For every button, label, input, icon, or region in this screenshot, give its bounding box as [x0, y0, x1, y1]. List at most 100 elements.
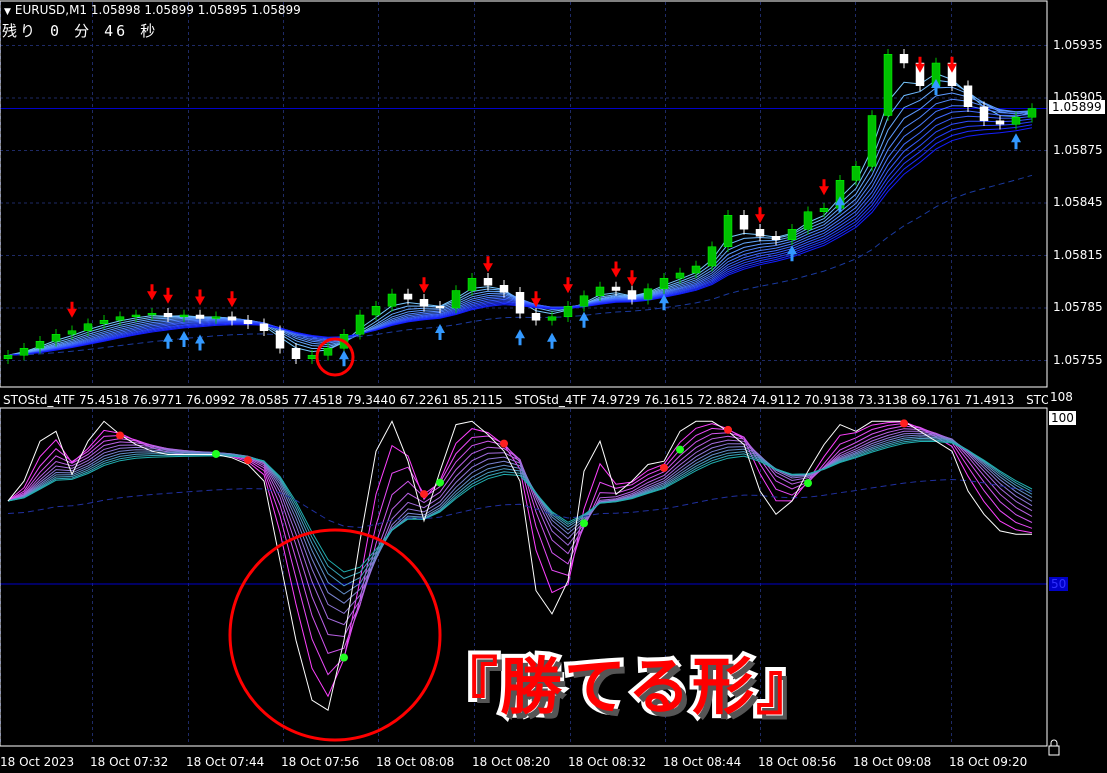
stochastic-lines: [7, 420, 1033, 711]
bull-candle: [707, 246, 717, 267]
time-tick-label: 18 Oct 07:32: [90, 755, 169, 769]
red-dot: [900, 419, 908, 428]
bull-candle: [19, 348, 29, 356]
bear-candle: [275, 330, 285, 349]
bull-candle: [307, 355, 317, 359]
bull-candle: [355, 314, 365, 335]
bull-candle: [819, 208, 829, 212]
down-arrow-icon: [67, 301, 77, 318]
symbol-header: ▼ EURUSD,M1 1.05898 1.05899 1.05895 1.058…: [4, 3, 301, 17]
bull-candle: [3, 355, 13, 359]
lock-icon: [1048, 739, 1060, 756]
bear-candle: [627, 290, 637, 300]
green-dot: [580, 519, 588, 528]
bear-candle: [611, 286, 621, 291]
up-arrow-icon: [195, 334, 205, 351]
up-arrow-icon: [1011, 133, 1021, 150]
up-arrow-icon: [835, 196, 845, 213]
bull-candle: [579, 295, 589, 307]
down-arrow-icon: [483, 256, 493, 273]
bear-candle: [243, 320, 253, 324]
down-arrow-icon: [947, 56, 957, 73]
candles: [3, 49, 1037, 364]
symbol-quote: EURUSD,M1 1.05898 1.05899 1.05895 1.0589…: [14, 3, 301, 17]
current-price-label: 1.05899: [1049, 100, 1105, 114]
down-arrow-icon: [627, 270, 637, 287]
red-dot: [724, 425, 732, 434]
stoch-signal-line: [7, 430, 1033, 626]
bear-candle: [483, 278, 493, 286]
bear-candle: [259, 323, 269, 331]
bear-candle: [291, 348, 301, 359]
time-tick-label: 18 Oct 08:32: [568, 755, 647, 769]
price-tick-label: 1.05845: [1053, 195, 1103, 209]
bull-candle: [595, 286, 605, 296]
price-tick-label: 1.05815: [1053, 247, 1103, 262]
down-arrow-icon: [419, 277, 429, 294]
bear-candle: [755, 229, 765, 237]
down-arrow-icon: [195, 289, 205, 306]
bear-candle: [995, 120, 1005, 125]
bull-candle: [675, 272, 685, 279]
bear-candle: [163, 313, 173, 317]
bear-candle: [195, 314, 205, 319]
bear-candle: [979, 106, 989, 121]
up-arrow-icon: [787, 245, 797, 262]
stoch-main-line: [7, 420, 1032, 711]
time-tick-label: 18 Oct 08:20: [472, 755, 551, 769]
up-arrow-icon: [659, 294, 669, 311]
time-tick-label: 18 Oct 08:56: [758, 755, 837, 769]
bull-candle: [147, 313, 157, 316]
dropdown-triangle-icon[interactable]: ▼: [4, 7, 11, 17]
bull-candle: [99, 320, 109, 324]
price-tick-label: 1.05755: [1053, 352, 1103, 367]
time-tick-label: 18 Oct 09:08: [853, 755, 932, 769]
bull-candle: [35, 341, 45, 349]
indicator-values-3: STOStd_4TF 68: [1026, 393, 1048, 407]
down-arrow-icon: [915, 56, 925, 73]
bull-candle: [883, 54, 893, 116]
down-arrow-icon: [563, 277, 573, 294]
bear-candle: [227, 316, 237, 321]
time-tick-label: 18 Oct 07:44: [186, 755, 265, 769]
bull-candle: [51, 334, 61, 342]
bull-candle: [1011, 117, 1021, 125]
bull-candle: [115, 316, 125, 321]
bear-candle: [499, 285, 509, 293]
bull-candle: [787, 229, 797, 240]
price-tick-label: 1.05935: [1053, 37, 1103, 52]
bear-candle: [771, 236, 781, 240]
main-pane-border: [0, 0, 1048, 388]
time-tick-label: 18 Oct 07:56: [281, 755, 360, 769]
bear-candle: [899, 54, 909, 64]
bull-candle: [131, 314, 141, 317]
down-arrow-icon: [755, 207, 765, 224]
down-arrow-icon: [611, 261, 621, 278]
bull-candle: [691, 265, 701, 274]
stoch-slow-line: [7, 478, 1033, 528]
up-arrow-icon: [179, 331, 189, 347]
bull-candle: [659, 278, 669, 289]
red-dot: [244, 456, 252, 465]
up-arrow-icon: [339, 350, 349, 367]
time-tick-label: 18 Oct 08:44: [663, 755, 742, 769]
stoch-signal-line: [7, 434, 1033, 604]
stoch-scale-max: 108: [1050, 390, 1073, 404]
stoch-signal-line: [7, 428, 1033, 638]
green-dot: [340, 653, 348, 662]
down-arrow-icon: [819, 179, 829, 196]
down-arrow-icon: [227, 291, 237, 308]
down-arrow-icon: [147, 284, 157, 301]
stoch-scale-100: 100: [1049, 411, 1076, 425]
bear-candle: [419, 299, 429, 307]
down-arrow-icon: [163, 287, 173, 304]
highlight-circle-small: [315, 337, 355, 377]
bull-candle: [371, 306, 381, 316]
red-dot: [116, 431, 124, 440]
bull-candle: [83, 323, 93, 331]
up-arrow-icon: [515, 329, 525, 346]
time-tick-label: 18 Oct 2023: [0, 755, 75, 769]
bull-candle: [451, 290, 461, 309]
bear-candle: [403, 293, 413, 300]
